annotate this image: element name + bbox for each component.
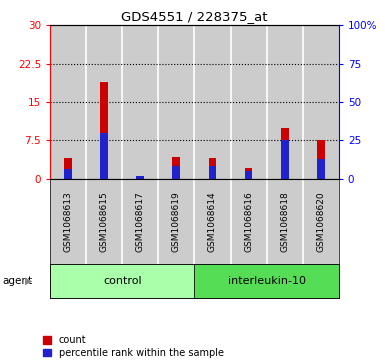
Text: GSM1068615: GSM1068615	[100, 191, 109, 252]
Text: GSM1068614: GSM1068614	[208, 191, 217, 252]
Text: GSM1068620: GSM1068620	[316, 191, 325, 252]
Bar	[317, 140, 325, 179]
Bar	[281, 140, 289, 179]
Bar	[266, 179, 303, 264]
Bar	[303, 25, 339, 179]
Text: interleukin-10: interleukin-10	[228, 276, 306, 286]
Bar	[172, 166, 180, 179]
Bar	[245, 171, 253, 179]
Bar	[209, 166, 216, 179]
Bar	[100, 82, 108, 179]
Text: GSM1068619: GSM1068619	[172, 191, 181, 252]
Bar	[245, 168, 253, 179]
Bar	[194, 179, 231, 264]
Bar	[50, 179, 86, 264]
Bar	[317, 159, 325, 179]
Text: control: control	[103, 276, 142, 286]
Bar	[50, 264, 194, 298]
Bar	[100, 132, 108, 179]
Legend: count, percentile rank within the sample: count, percentile rank within the sample	[44, 335, 224, 358]
Text: GSM1068616: GSM1068616	[244, 191, 253, 252]
Bar	[158, 25, 194, 179]
Bar	[172, 157, 180, 179]
Bar	[50, 25, 86, 179]
Bar	[136, 176, 144, 179]
Text: GSM1068613: GSM1068613	[64, 191, 73, 252]
Bar	[231, 179, 266, 264]
Bar	[231, 25, 266, 179]
Text: GSM1068617: GSM1068617	[136, 191, 145, 252]
Bar	[122, 25, 158, 179]
Bar	[86, 179, 122, 264]
Bar	[158, 179, 194, 264]
Bar	[122, 179, 158, 264]
Text: agent: agent	[2, 276, 32, 286]
Bar	[266, 25, 303, 179]
Title: GDS4551 / 228375_at: GDS4551 / 228375_at	[121, 10, 268, 23]
Bar	[136, 176, 144, 179]
Bar	[281, 127, 289, 179]
Bar	[194, 264, 339, 298]
Text: GSM1068618: GSM1068618	[280, 191, 289, 252]
Bar	[303, 179, 339, 264]
Bar	[209, 158, 216, 179]
Text: ▶: ▶	[25, 276, 32, 286]
Bar	[64, 168, 72, 179]
Bar	[86, 25, 122, 179]
Bar	[194, 25, 231, 179]
Bar	[64, 158, 72, 179]
